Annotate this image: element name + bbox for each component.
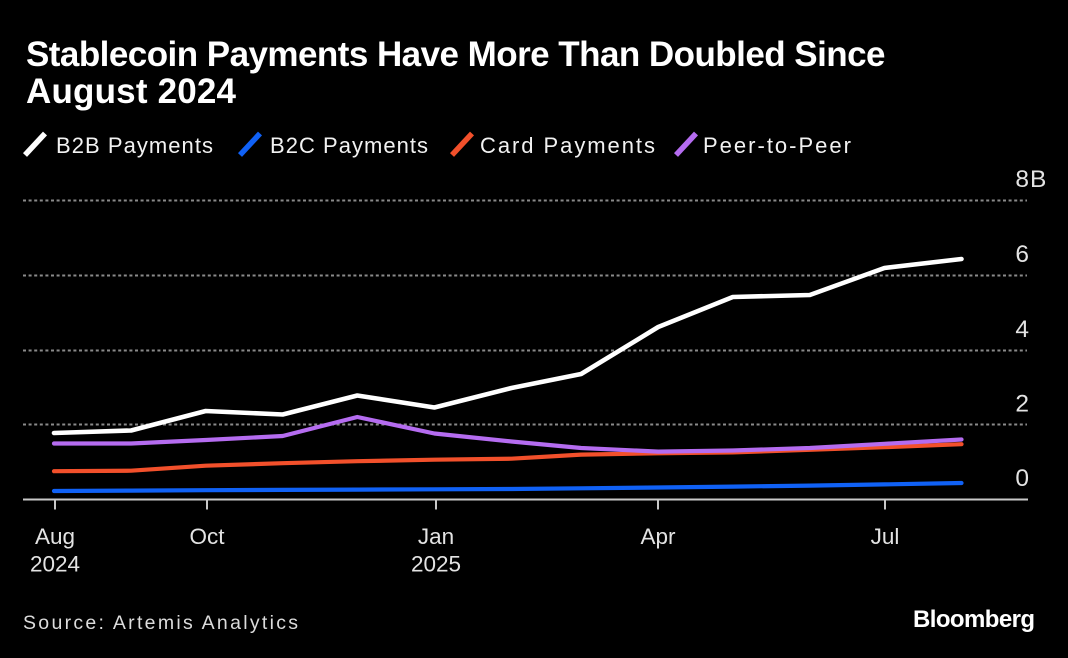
svg-text:2: 2 bbox=[1015, 391, 1029, 418]
svg-text:B2B Payments: B2B Payments bbox=[56, 133, 213, 158]
svg-text:2025: 2025 bbox=[411, 552, 461, 577]
svg-text:Jan: Jan bbox=[418, 524, 454, 549]
svg-text:Oct: Oct bbox=[189, 524, 225, 549]
svg-text:Bloomberg: Bloomberg bbox=[913, 606, 1035, 633]
svg-text:Jul: Jul bbox=[871, 524, 900, 549]
svg-text:B: B bbox=[1030, 166, 1046, 193]
svg-text:Card Payments: Card Payments bbox=[480, 133, 655, 158]
svg-text:6: 6 bbox=[1015, 241, 1029, 268]
svg-text:4: 4 bbox=[1015, 316, 1029, 343]
svg-text:0: 0 bbox=[1015, 465, 1029, 492]
svg-text:Peer-to-Peer: Peer-to-Peer bbox=[703, 133, 851, 158]
svg-text:August 2024: August 2024 bbox=[26, 72, 237, 111]
svg-text:Aug: Aug bbox=[35, 524, 75, 549]
svg-text:Apr: Apr bbox=[640, 524, 676, 549]
svg-text:B2C Payments: B2C Payments bbox=[270, 133, 428, 158]
svg-text:Stablecoin Payments Have More: Stablecoin Payments Have More Than Doubl… bbox=[26, 35, 886, 74]
svg-text:Source: Artemis Analytics: Source: Artemis Analytics bbox=[23, 612, 298, 634]
svg-text:8: 8 bbox=[1015, 166, 1029, 193]
svg-text:2024: 2024 bbox=[30, 552, 80, 577]
